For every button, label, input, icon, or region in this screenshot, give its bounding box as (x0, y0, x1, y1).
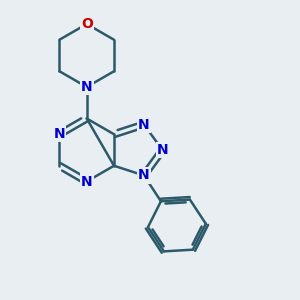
Text: N: N (138, 169, 150, 182)
Text: N: N (81, 175, 92, 188)
Text: O: O (81, 17, 93, 31)
Text: N: N (138, 118, 150, 131)
Text: N: N (81, 80, 92, 94)
Text: N: N (157, 143, 168, 157)
Text: N: N (54, 127, 65, 141)
